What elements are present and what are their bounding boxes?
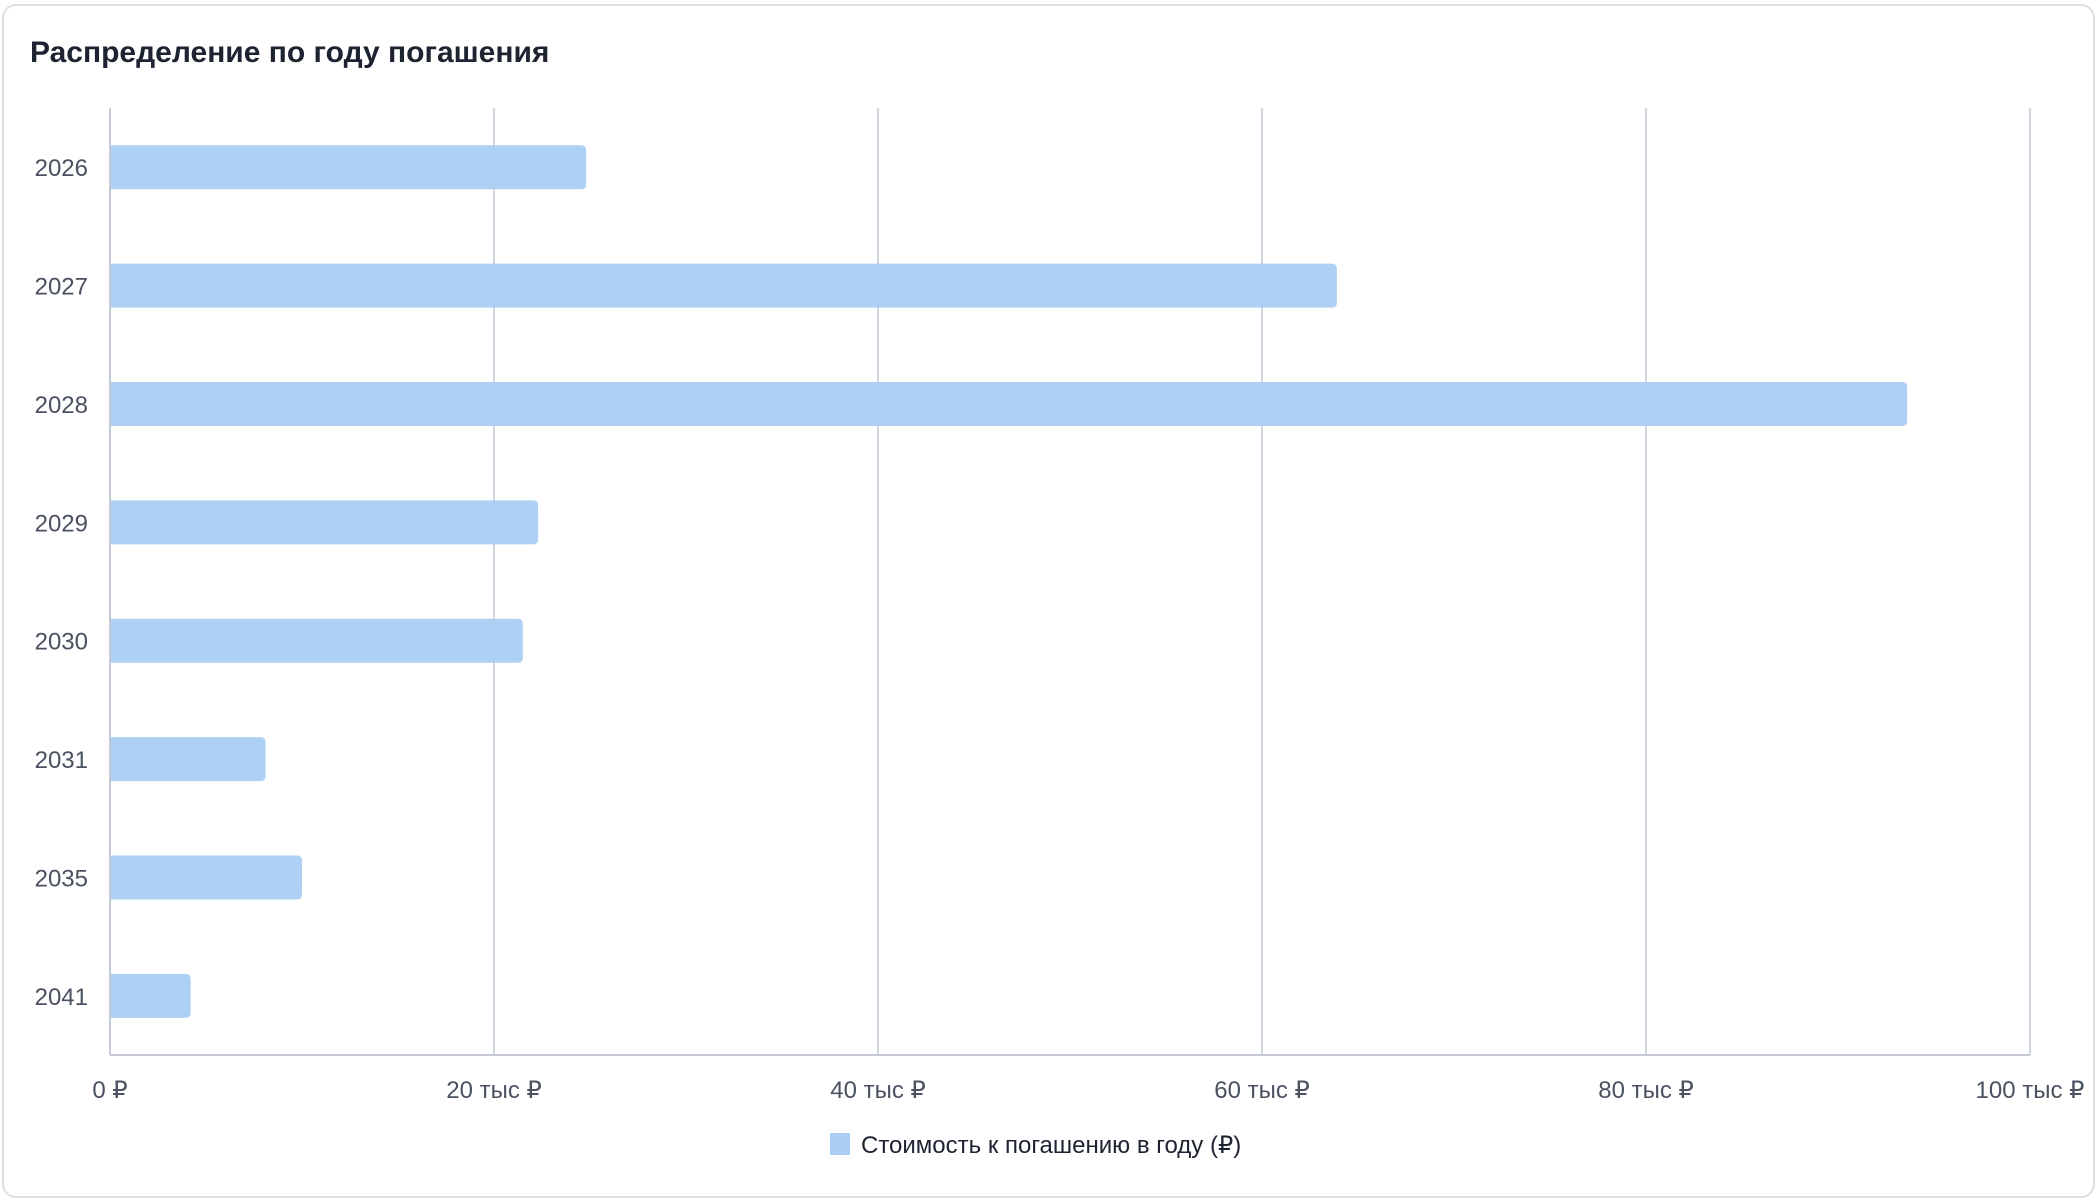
bar-2035[interactable] (110, 855, 302, 900)
bar-2028[interactable] (110, 381, 1908, 426)
y-tick-label: 2026 (35, 155, 88, 182)
gridlines (109, 108, 2031, 1055)
legend[interactable]: Стоимость к погашению в году (₽) (830, 1132, 1241, 1159)
y-tick-label: 2035 (35, 865, 88, 892)
legend-label[interactable]: Стоимость к погашению в году (₽) (861, 1132, 1241, 1159)
y-tick-label: 2030 (35, 629, 88, 656)
x-tick-label: 80 тыс ₽ (1598, 1077, 1694, 1104)
x-tick-label: 20 тыс ₽ (446, 1077, 542, 1104)
bar-2041[interactable] (110, 973, 191, 1018)
y-tick-label: 2028 (35, 392, 88, 419)
y-tick-label: 2031 (35, 747, 88, 774)
bar-2027[interactable] (110, 263, 1337, 308)
x-tick-label: 60 тыс ₽ (1214, 1077, 1310, 1104)
y-tick-label: 2029 (35, 510, 88, 537)
y-tick-label: 2027 (35, 274, 88, 301)
x-axis: 0 ₽ 20 тыс ₽ 40 тыс ₽ 60 тыс ₽ 80 тыс ₽ 100 т… (92, 1054, 2085, 1104)
bar-2029[interactable] (110, 500, 539, 545)
y-axis: 2026 2027 2028 2029 2030 2031 2035 2041 (35, 108, 111, 1055)
x-tick-label: 40 тыс ₽ (830, 1077, 926, 1104)
chart-card: Распределение по году погашения (2, 4, 2095, 1198)
bar-2026[interactable] (110, 145, 587, 190)
bar-2031[interactable] (110, 737, 266, 782)
y-tick-label: 2041 (35, 984, 88, 1011)
x-tick-label: 0 ₽ (92, 1077, 127, 1104)
chart-title: Распределение по году погашения (30, 36, 550, 69)
x-tick-label: 100 тыс ₽ (1976, 1077, 2085, 1104)
bars (110, 145, 1908, 1018)
bar-2030[interactable] (110, 618, 523, 663)
legend-swatch[interactable] (830, 1133, 850, 1155)
